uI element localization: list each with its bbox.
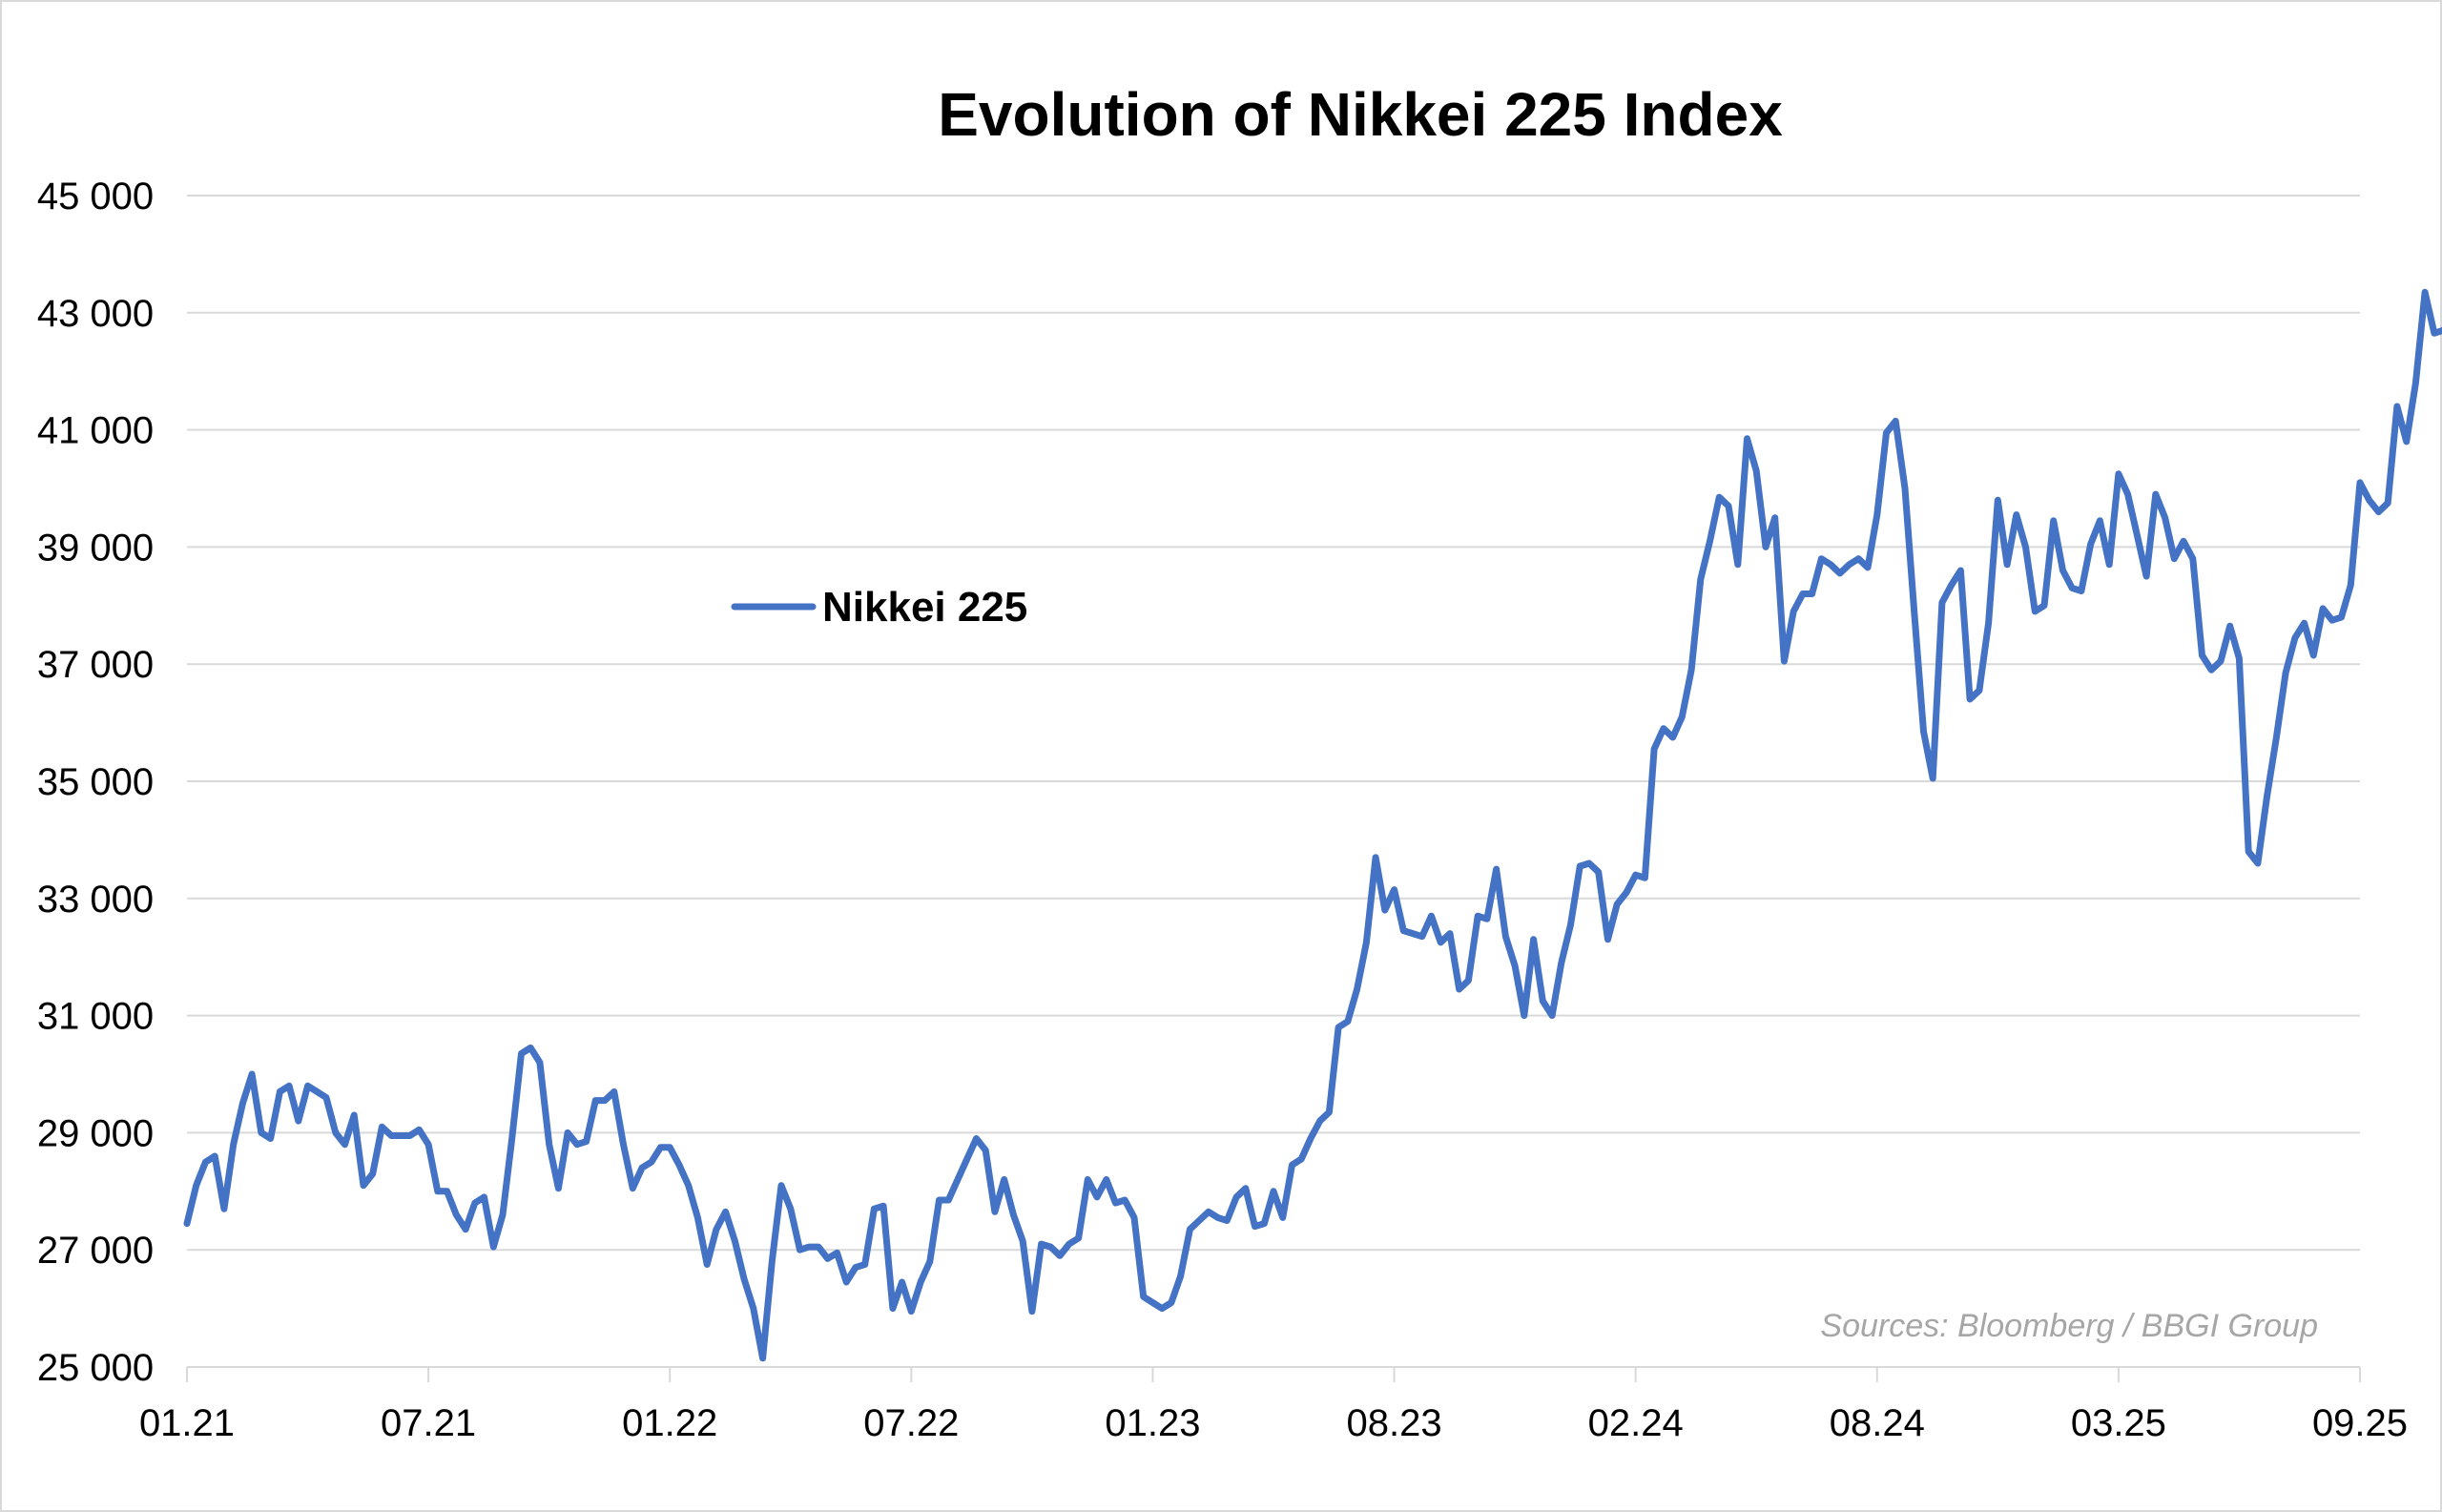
x-tick-label: 01.21 — [139, 1402, 235, 1444]
x-tick-label: 03.25 — [2071, 1402, 2166, 1444]
source-annotation: Sources: Bloomberg / BBGI Group — [1820, 1308, 2318, 1344]
gridlines — [187, 195, 2360, 1252]
legend-label: Nikkei 225 — [822, 584, 1027, 631]
y-tick-label: 29 000 — [37, 1112, 154, 1154]
y-tick-label: 27 000 — [37, 1230, 154, 1272]
x-tick-label: 01.22 — [622, 1402, 717, 1444]
plot-area — [183, 288, 2442, 1362]
x-tick-label: 08.24 — [1830, 1402, 1925, 1444]
x-tick-label: 07.21 — [381, 1402, 476, 1444]
x-axis: 01.21 07.21 01.22 07.22 01.23 08.23 02.24 08.24… — [139, 1366, 2408, 1444]
y-tick-label: 41 000 — [37, 410, 154, 452]
chart-title: Evolution of Nikkei 225 Index — [938, 80, 1783, 149]
y-tick-label: 43 000 — [37, 293, 154, 335]
y-tick-label: 35 000 — [37, 761, 154, 803]
x-tick-label: 07.22 — [863, 1402, 959, 1444]
legend: Nikkei 225 — [731, 584, 1027, 631]
x-tick-label: 09.25 — [2312, 1402, 2408, 1444]
y-tick-label: 33 000 — [37, 879, 154, 921]
y-tick-label: 31 000 — [37, 996, 154, 1038]
y-tick-label: 39 000 — [37, 527, 154, 569]
x-tick-label: 08.23 — [1347, 1402, 1442, 1444]
y-tick-label: 45 000 — [37, 176, 154, 217]
series-line-nikkei-225 — [183, 288, 2442, 1362]
y-tick-label: 25 000 — [37, 1347, 154, 1389]
x-tick-label: 01.23 — [1105, 1402, 1200, 1444]
y-axis: 25 000 27 000 29 000 31 000 33 000 35 000 37 0… — [37, 176, 154, 1389]
y-tick-label: 37 000 — [37, 644, 154, 686]
x-tick-label: 02.24 — [1588, 1402, 1684, 1444]
